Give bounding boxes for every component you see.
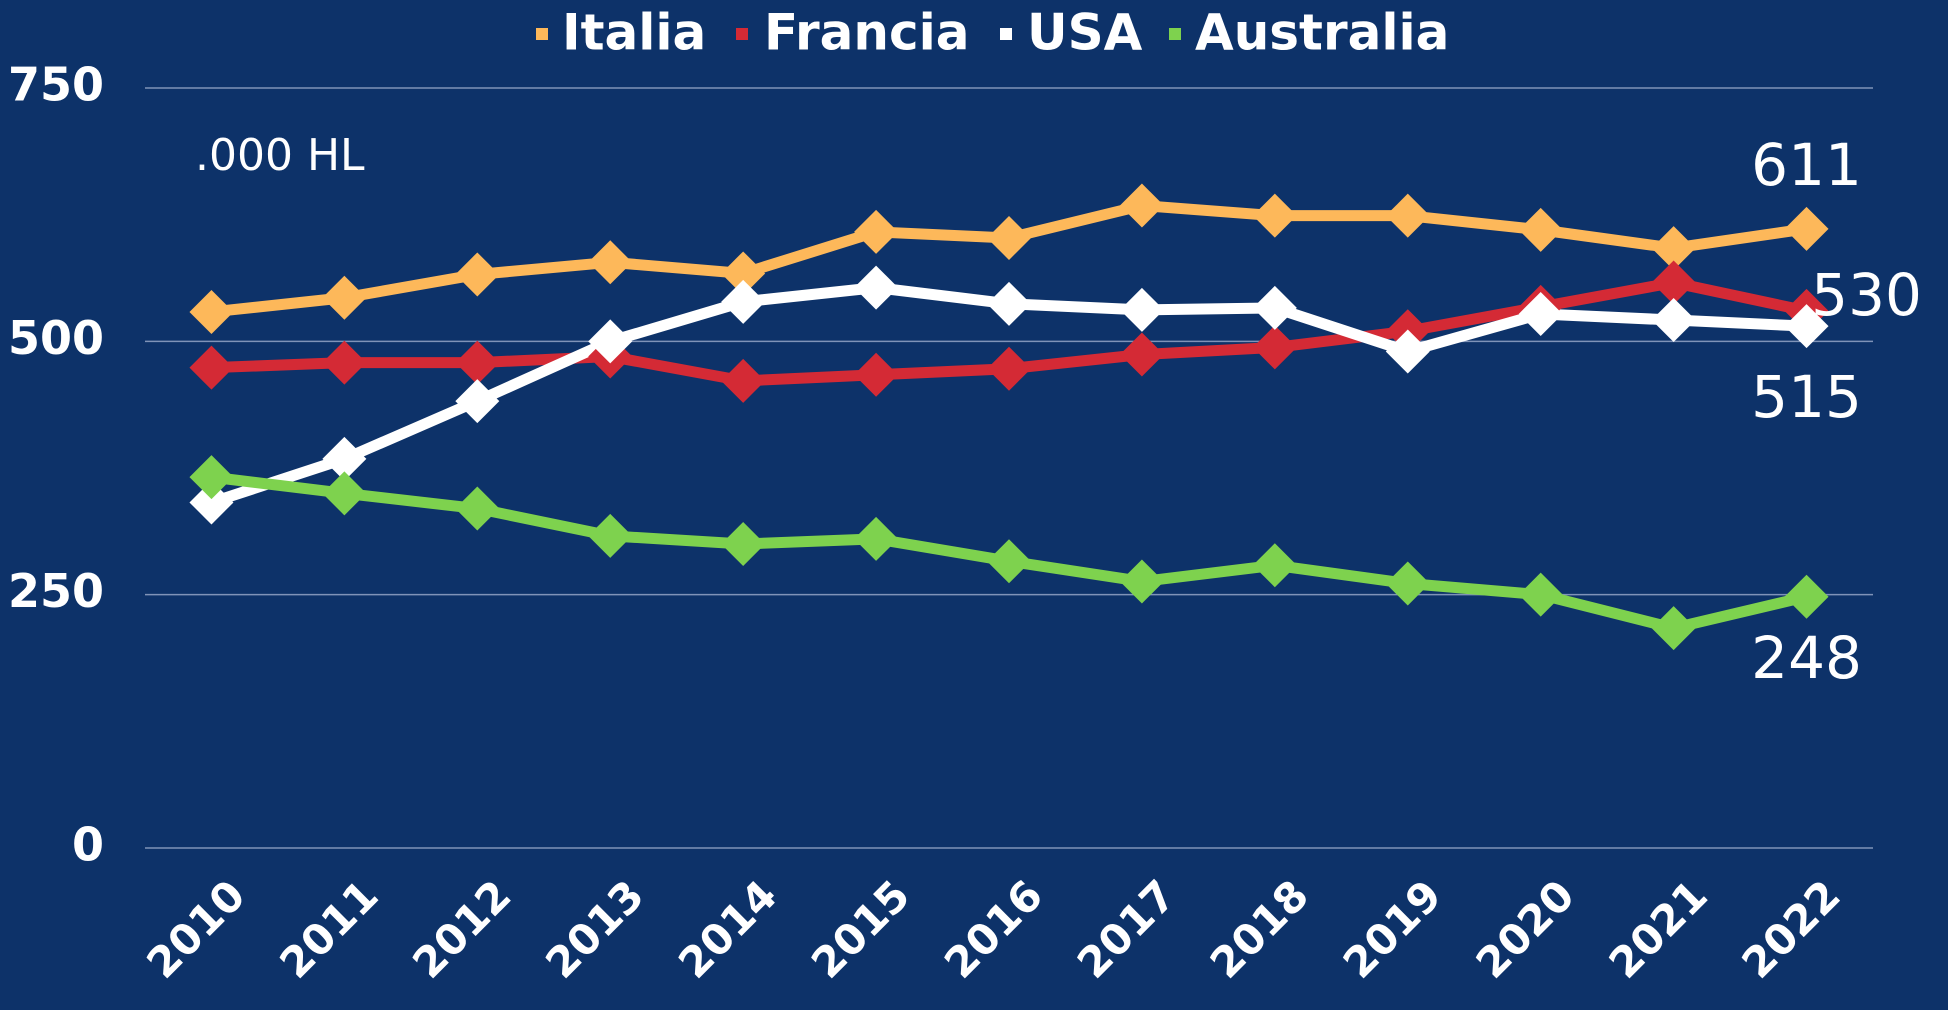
point-marker bbox=[987, 539, 1031, 584]
point-marker bbox=[1252, 325, 1297, 370]
point-marker bbox=[854, 265, 899, 310]
value-label: 248 bbox=[1751, 624, 1862, 692]
point-marker bbox=[189, 345, 234, 390]
legend-label: Australia bbox=[1195, 4, 1449, 62]
point-marker bbox=[1252, 543, 1297, 588]
point-marker bbox=[1385, 193, 1430, 238]
point-marker bbox=[1651, 298, 1696, 343]
point-marker bbox=[1651, 606, 1696, 651]
point-marker bbox=[322, 436, 367, 481]
point-marker bbox=[322, 275, 367, 320]
legend-marker bbox=[736, 28, 748, 40]
point-marker bbox=[1252, 285, 1297, 330]
point-marker bbox=[455, 252, 500, 297]
point-marker bbox=[455, 340, 500, 385]
y-tick-label: 0 bbox=[72, 818, 104, 872]
y-tick-label: 250 bbox=[8, 564, 104, 618]
point-marker bbox=[189, 289, 234, 334]
legend-marker bbox=[1169, 28, 1181, 40]
point-marker bbox=[987, 215, 1031, 260]
point-marker bbox=[322, 340, 367, 385]
legend-marker bbox=[1000, 28, 1012, 40]
unit-annotation: .000 HL bbox=[195, 130, 365, 181]
point-marker bbox=[322, 471, 367, 516]
point-marker bbox=[1385, 561, 1430, 606]
legend-label: USA bbox=[1027, 4, 1143, 62]
point-marker bbox=[987, 281, 1031, 326]
point-marker bbox=[1119, 287, 1164, 332]
point-marker bbox=[721, 522, 766, 566]
point-marker bbox=[721, 279, 766, 324]
value-label: 530 bbox=[1811, 261, 1922, 329]
point-marker bbox=[1518, 572, 1563, 617]
point-marker bbox=[721, 251, 766, 296]
value-label: 611 bbox=[1751, 131, 1862, 199]
point-marker bbox=[1119, 183, 1164, 228]
point-marker bbox=[1784, 304, 1829, 349]
point-marker bbox=[1651, 260, 1696, 305]
legend-marker bbox=[536, 28, 548, 40]
point-marker bbox=[588, 240, 633, 285]
point-marker bbox=[189, 480, 234, 525]
point-marker bbox=[1651, 226, 1696, 271]
point-marker bbox=[854, 352, 899, 397]
y-tick-label: 750 bbox=[8, 58, 104, 112]
legend-label: Francia bbox=[764, 4, 969, 62]
value-label: 515 bbox=[1751, 363, 1862, 431]
point-marker bbox=[1119, 559, 1164, 604]
point-marker bbox=[455, 486, 500, 531]
point-marker bbox=[1518, 207, 1563, 252]
point-marker bbox=[1518, 291, 1563, 336]
legend-label: Italia bbox=[562, 4, 706, 62]
y-tick-label: 500 bbox=[8, 311, 104, 365]
point-marker bbox=[455, 379, 500, 424]
point-marker bbox=[588, 513, 633, 558]
point-marker bbox=[721, 358, 766, 403]
point-marker bbox=[1385, 329, 1430, 374]
point-marker bbox=[854, 209, 899, 254]
point-marker bbox=[1119, 332, 1164, 377]
point-marker bbox=[1784, 206, 1829, 251]
point-marker bbox=[987, 346, 1031, 391]
point-marker bbox=[1252, 193, 1297, 238]
point-marker bbox=[189, 455, 234, 500]
point-marker bbox=[854, 516, 899, 561]
point-marker bbox=[588, 319, 633, 364]
point-marker bbox=[1784, 574, 1829, 619]
